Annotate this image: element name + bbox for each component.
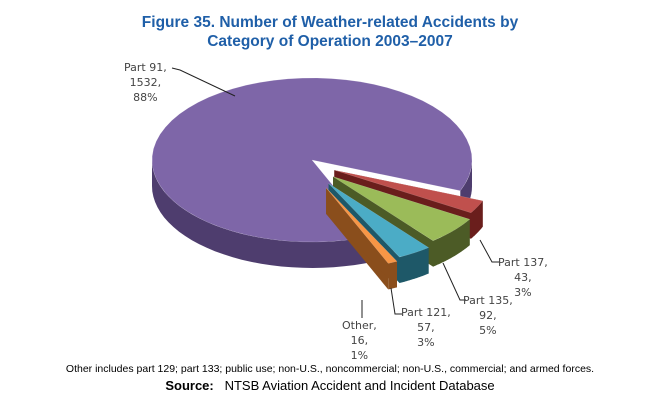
chart-title: Figure 35. Number of Weather-related Acc…: [0, 13, 660, 51]
slice-part-135: [332, 176, 471, 241]
slice-part-91-side: [152, 160, 374, 268]
label-other: Other, 16, 1%: [342, 318, 377, 363]
label-part-137-percent: 3%: [514, 286, 532, 299]
slice-part-121: [328, 183, 430, 258]
label-part-121-value: 57,: [417, 321, 435, 334]
label-other-value: 16,: [350, 334, 369, 347]
slice-other-cut: [326, 187, 397, 288]
chart-title-line1: Figure 35. Number of Weather-related Acc…: [141, 14, 519, 31]
label-other-percent: 1%: [350, 349, 369, 362]
leader-part-91: [171, 67, 236, 97]
slice-other-side: [388, 261, 397, 290]
slice-part-137: [334, 169, 484, 214]
label-part-137-value: 43,: [514, 271, 532, 284]
label-part-121: Part 121, 57, 3%: [401, 305, 451, 350]
label-part-137: Part 137, 43, 3%: [498, 255, 548, 300]
label-part-137-name: Part 137,: [498, 256, 548, 269]
label-part-135: Part 135, 92, 5%: [463, 293, 513, 338]
leader-part-121: [390, 287, 402, 315]
label-part-121-percent: 3%: [417, 336, 435, 349]
slice-part-91: [151, 77, 473, 243]
source-label: Source:: [165, 378, 214, 393]
label-part-91: Part 91, 1532, 88%: [124, 60, 167, 105]
label-part-121-name: Part 121,: [401, 306, 451, 319]
label-part-91-percent: 88%: [133, 91, 158, 104]
leader-part-137: [479, 239, 500, 263]
slice-other: [325, 187, 398, 264]
slice-part-135-side: [433, 219, 470, 267]
leader-part-135: [442, 262, 466, 301]
footnote: Other includes part 129; part 133; publi…: [65, 363, 595, 375]
source-line: Source: NTSB Aviation Accident and Incid…: [0, 378, 660, 393]
label-part-91-value: 1532,: [129, 76, 162, 89]
label-other-name: Other,: [342, 319, 377, 332]
chart-title-line2: Category of Operation 2003–2007: [207, 33, 453, 50]
label-part-135-name: Part 135,: [463, 294, 513, 307]
label-part-91-name: Part 91,: [124, 61, 167, 74]
source-text: NTSB Aviation Accident and Incident Data…: [224, 378, 495, 393]
slice-part-121-side: [399, 247, 429, 284]
label-part-135-percent: 5%: [479, 324, 497, 337]
slice-part-137-side: [471, 200, 483, 239]
label-part-135-value: 92,: [479, 309, 497, 322]
